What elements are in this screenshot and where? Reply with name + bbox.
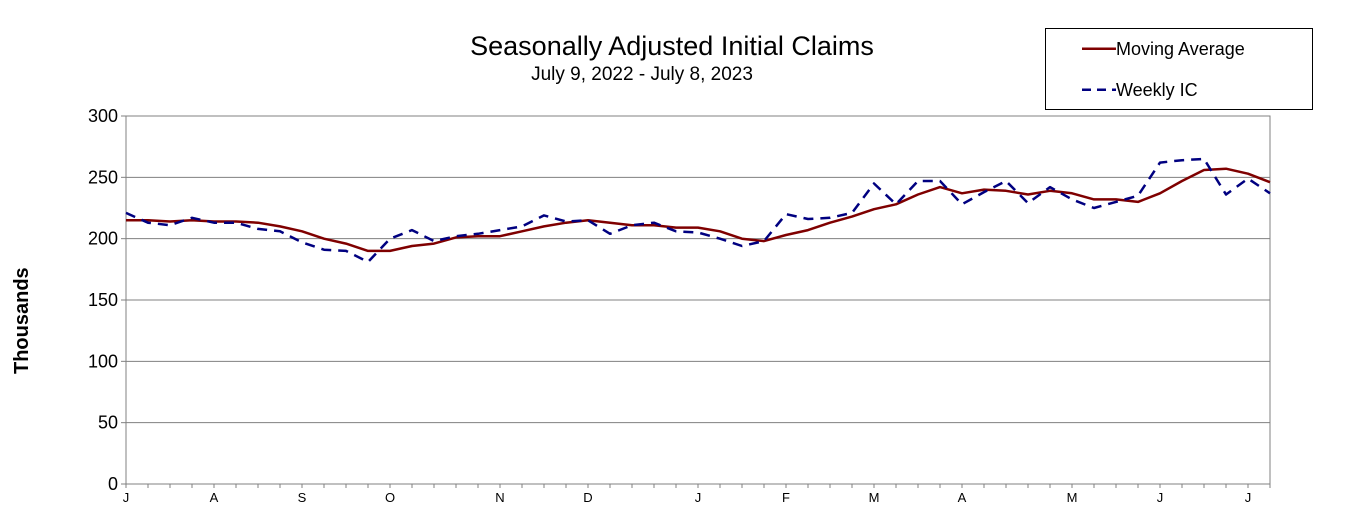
legend: Moving Average Weekly IC [1045,28,1313,110]
x-tick-label: J [123,490,130,505]
y-tick-label: 0 [108,474,118,494]
x-tick-label: D [583,490,592,505]
x-tick-label: A [210,490,219,505]
legend-label-moving-average: Moving Average [1116,39,1245,59]
x-tick-label: F [782,490,790,505]
x-tick-label: J [1245,490,1252,505]
series-line-moving-average [126,167,1271,253]
y-tick-label: 150 [88,290,118,310]
x-tick-label: J [1157,490,1164,505]
y-tick-label: 200 [88,229,118,249]
x-tick-label: S [298,490,307,505]
x-tick-label: J [695,490,702,505]
y-tick-label: 300 [88,106,118,126]
y-tick-label: 100 [88,351,118,371]
chart-title: Seasonally Adjusted Initial Claims [470,31,874,61]
y-tick-label: 250 [88,167,118,187]
x-tick-label: M [869,490,880,505]
chart-subtitle: July 9, 2022 - July 8, 2023 [531,64,753,85]
y-tick-label: 50 [98,413,118,433]
legend-swatch-moving-average [1082,47,1116,50]
legend-label-weekly-ic: Weekly IC [1116,80,1198,100]
series-line-weekly-ic [125,157,1271,264]
x-tick-label: N [495,490,504,505]
legend-swatch-weekly-ic [1082,88,1116,91]
x-tick-label: A [958,490,967,505]
x-tick-label: M [1067,490,1078,505]
x-tick-label: O [385,490,395,505]
